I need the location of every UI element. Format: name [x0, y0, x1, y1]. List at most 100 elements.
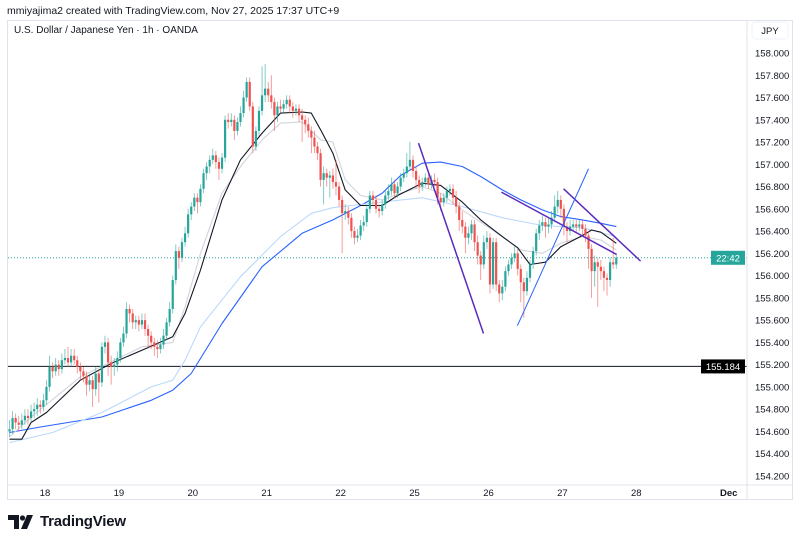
candle-body	[356, 235, 359, 238]
candle	[257, 106, 261, 136]
plot-area[interactable]	[8, 64, 747, 444]
candle-body	[439, 197, 442, 203]
countdown-tag	[711, 250, 745, 265]
candle	[532, 246, 535, 269]
candle	[110, 355, 113, 385]
candle	[501, 280, 504, 301]
candle	[137, 315, 140, 332]
time-tick-label: 20	[188, 488, 199, 499]
time-tick-label: 18	[40, 488, 51, 499]
candle-body	[473, 224, 476, 243]
candle	[162, 329, 165, 350]
candle-body	[140, 320, 144, 325]
candle-body	[279, 106, 282, 109]
candle	[248, 77, 251, 111]
candle-body	[165, 322, 168, 336]
candle-body	[106, 342, 110, 363]
candle	[353, 226, 356, 245]
candle	[553, 195, 556, 223]
candle	[193, 193, 196, 212]
candle	[602, 266, 606, 292]
candle-body	[532, 251, 535, 265]
candle-body	[334, 182, 338, 187]
candle	[282, 99, 285, 114]
candle	[91, 375, 94, 407]
candle	[165, 317, 168, 341]
candle	[36, 398, 39, 416]
candle	[498, 280, 501, 303]
candle	[525, 271, 529, 296]
candle	[33, 402, 36, 419]
candle-body	[100, 346, 103, 383]
candle	[418, 175, 421, 194]
candle-body	[538, 225, 541, 234]
candle	[464, 222, 467, 254]
candle	[183, 226, 187, 247]
tradingview-logo[interactable]: TradingView	[8, 513, 126, 530]
candle-body	[220, 157, 224, 169]
candle-body	[177, 251, 180, 258]
trendline-blue[interactable]	[516, 168, 589, 326]
price-tick-label: 156.400	[755, 227, 789, 238]
trendline-purple[interactable]	[563, 188, 642, 262]
candle	[70, 349, 73, 367]
candle-body	[230, 119, 233, 123]
candle-body	[174, 251, 177, 281]
candle-body	[436, 182, 439, 198]
candle	[390, 177, 393, 196]
candle-body	[57, 364, 60, 370]
candle	[128, 304, 131, 323]
candle	[344, 204, 347, 220]
candle-body	[390, 184, 393, 192]
candle-body	[479, 255, 482, 265]
candle	[307, 117, 310, 138]
candle	[393, 179, 396, 198]
candle-body	[162, 335, 165, 345]
candle	[85, 371, 88, 396]
candle	[273, 97, 276, 131]
candle-body	[294, 108, 298, 111]
candle	[159, 337, 162, 354]
candle-body	[414, 170, 418, 180]
candle-body	[501, 286, 504, 294]
candle	[97, 369, 100, 403]
candle-body	[42, 400, 45, 407]
candle	[119, 337, 122, 363]
candle-body	[304, 119, 307, 125]
candle	[8, 420, 11, 437]
candle	[196, 193, 199, 214]
price-tick-label: 154.600	[755, 427, 789, 438]
candle	[584, 224, 587, 243]
candle	[448, 184, 452, 196]
candle	[578, 219, 581, 232]
candle	[23, 409, 26, 425]
candle	[190, 202, 193, 220]
attribution-text: mmiyajima2 created with TradingView.com,…	[7, 5, 340, 17]
candle	[245, 77, 248, 102]
candle-body	[371, 195, 375, 200]
candle-body	[39, 404, 42, 407]
candle	[227, 113, 230, 129]
candle	[476, 235, 479, 265]
candle-body	[341, 199, 344, 214]
candle	[297, 104, 301, 123]
candle-body	[458, 206, 461, 220]
candle-body	[14, 418, 17, 423]
candle-body	[513, 253, 516, 258]
candle	[217, 157, 221, 180]
candle	[615, 253, 618, 269]
candle	[150, 331, 153, 350]
trendline-purple[interactable]	[417, 142, 485, 334]
tradingview-logo-text: TradingView	[40, 513, 126, 530]
candle-body	[187, 214, 190, 234]
candle-body	[66, 357, 70, 363]
price-tick-label: 155.200	[755, 360, 789, 371]
trendline-purple[interactable]	[501, 191, 617, 256]
candle	[605, 273, 609, 296]
candle	[565, 222, 569, 243]
candle	[208, 155, 211, 174]
candle-body	[547, 224, 550, 227]
candle	[73, 349, 76, 365]
candle-body	[45, 386, 48, 401]
